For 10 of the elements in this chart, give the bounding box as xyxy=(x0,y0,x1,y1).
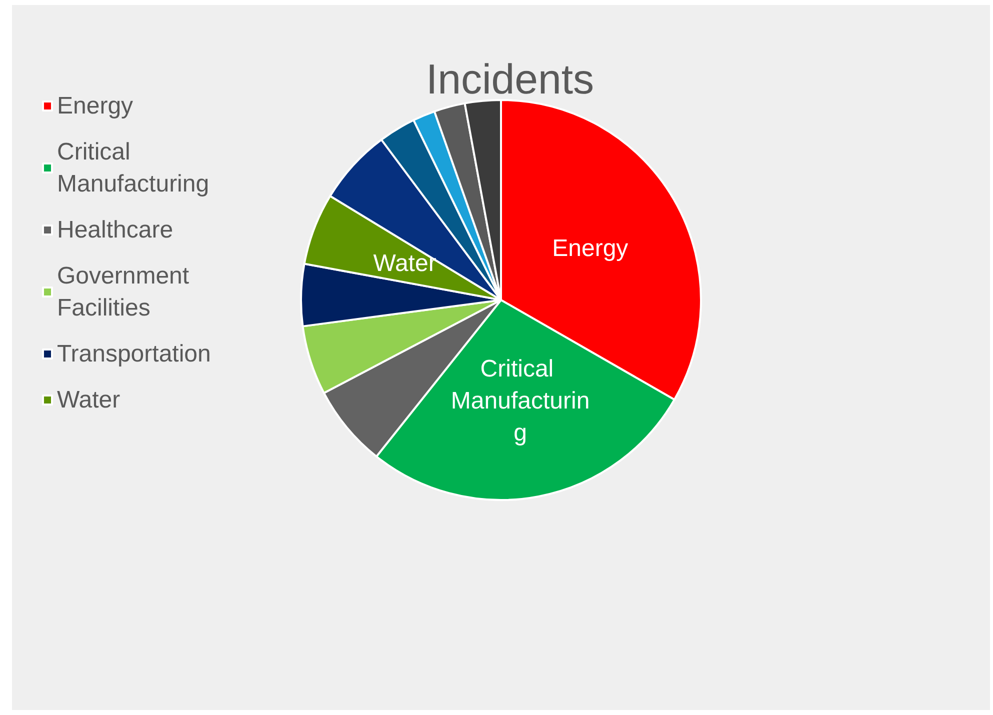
legend-label: Government Facilities xyxy=(57,262,196,322)
chart-title: Incidents xyxy=(426,56,594,102)
legend-label: Transportation xyxy=(57,340,211,368)
legend-label: Energy xyxy=(57,92,134,120)
slice-label: Water xyxy=(373,250,436,277)
slice-label: Energy xyxy=(552,234,628,262)
legend-label: Healthcare xyxy=(57,216,174,244)
legend-label: Critical Manufacturing xyxy=(57,138,210,198)
slice-label: Critical Manufacturing xyxy=(450,356,590,447)
legend-label: Water xyxy=(57,386,120,414)
